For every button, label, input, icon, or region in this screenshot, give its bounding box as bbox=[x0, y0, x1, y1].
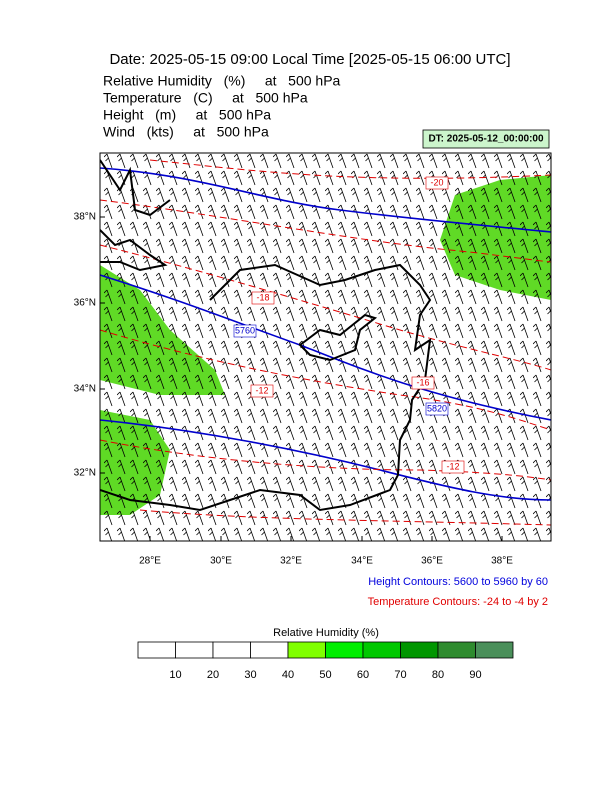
contour-label: -20 bbox=[430, 177, 443, 187]
colorbar-label: 20 bbox=[207, 669, 219, 681]
contour-label: -12 bbox=[255, 385, 268, 395]
colorbar-label: 70 bbox=[394, 669, 406, 681]
contour-label-box bbox=[425, 402, 449, 416]
contour-label: 5760 bbox=[235, 325, 255, 335]
lon-label: 34°E bbox=[351, 556, 373, 567]
lat-label: 34°N bbox=[74, 384, 96, 395]
map-ticks: 38°N 36°N 34°N 32°N 28°E 30°E 32°E 34°E 36°E 38°E bbox=[74, 212, 514, 567]
coast bbox=[100, 159, 171, 217]
colorbar-box bbox=[475, 641, 514, 659]
colorbar-box bbox=[362, 641, 401, 659]
field-list: Relative Humidity (%) at 500 hPa Tempera… bbox=[103, 73, 341, 140]
colorbar-box bbox=[250, 641, 289, 659]
coast bbox=[100, 229, 168, 272]
contour-label: -18 bbox=[256, 292, 269, 302]
colorbar-label: 90 bbox=[469, 669, 481, 681]
contour-label: 5820 bbox=[427, 403, 447, 413]
lon-label: 30°E bbox=[210, 556, 232, 567]
lat-label: 32°N bbox=[74, 468, 96, 479]
coast bbox=[100, 263, 432, 512]
lat-label: 38°N bbox=[74, 212, 96, 223]
field: Temperature (C) at 500 hPa bbox=[103, 90, 308, 106]
coastline bbox=[100, 159, 432, 512]
colorbar-box bbox=[287, 641, 326, 659]
contour-label-box bbox=[233, 324, 257, 338]
temperature-contour bbox=[149, 159, 551, 179]
height-contour bbox=[100, 419, 551, 501]
field: Relative Humidity (%) at 500 hPa bbox=[103, 73, 341, 89]
colorbar-box bbox=[437, 641, 476, 659]
height-contour bbox=[100, 167, 551, 233]
colorbar-label: 60 bbox=[357, 669, 369, 681]
colorbar-label: 30 bbox=[244, 669, 256, 681]
temperature-contour bbox=[100, 244, 551, 371]
colorbar: 10 20 30 40 50 60 70 80 90 bbox=[137, 641, 514, 681]
colorbar-label: 40 bbox=[282, 669, 294, 681]
temperature-contour bbox=[139, 509, 551, 526]
title: Date: 2025-05-15 09:00 Local Time [2025-… bbox=[109, 51, 510, 68]
colorbar-label: 80 bbox=[432, 669, 444, 681]
contour-label-box bbox=[411, 376, 435, 390]
contour-label: -12 bbox=[446, 461, 459, 471]
lon-label: 28°E bbox=[139, 556, 161, 567]
colorbar-label: 50 bbox=[319, 669, 331, 681]
lon-label: 36°E bbox=[421, 556, 443, 567]
contour-label-box bbox=[425, 176, 449, 190]
map-area bbox=[100, 153, 551, 541]
temperature-contour bbox=[100, 329, 551, 431]
colorbar-box bbox=[137, 641, 176, 659]
lat-label: 36°N bbox=[74, 298, 96, 309]
temperature-contour bbox=[100, 199, 551, 263]
colorbar-box bbox=[400, 641, 439, 659]
contour-label-box bbox=[251, 291, 275, 305]
map-frame bbox=[99, 152, 552, 542]
contour-label-box bbox=[441, 460, 465, 474]
temperature-contours bbox=[100, 159, 551, 526]
colorbar-box bbox=[325, 641, 364, 659]
field: Height (m) at 500 hPa bbox=[103, 107, 271, 123]
height-note: Height Contours: 5600 to 5960 by 60 bbox=[368, 576, 548, 588]
field: Wind (kts) at 500 hPa bbox=[103, 124, 269, 140]
lon-label: 32°E bbox=[280, 556, 302, 567]
lon-label: 38°E bbox=[491, 556, 513, 567]
colorbar-title: Relative Humidity (%) bbox=[273, 627, 379, 639]
island bbox=[298, 313, 378, 362]
colorbar-box bbox=[175, 641, 214, 659]
contour-labels: -20 -18 5760 -12 -16 5820 -12 bbox=[233, 176, 465, 474]
colorbar-box bbox=[212, 641, 251, 659]
wind-barbs bbox=[100, 153, 551, 541]
dt-label: DT: 2025-05-12_00:00:00 bbox=[428, 134, 544, 145]
temperature-contour bbox=[100, 439, 551, 481]
contour-label-box bbox=[250, 384, 274, 398]
temperature-note: Temperature Contours: -24 to -4 by 2 bbox=[368, 596, 548, 608]
contour-label: -16 bbox=[416, 377, 429, 387]
colorbar-label: 10 bbox=[169, 669, 181, 681]
dt-box bbox=[422, 129, 550, 149]
